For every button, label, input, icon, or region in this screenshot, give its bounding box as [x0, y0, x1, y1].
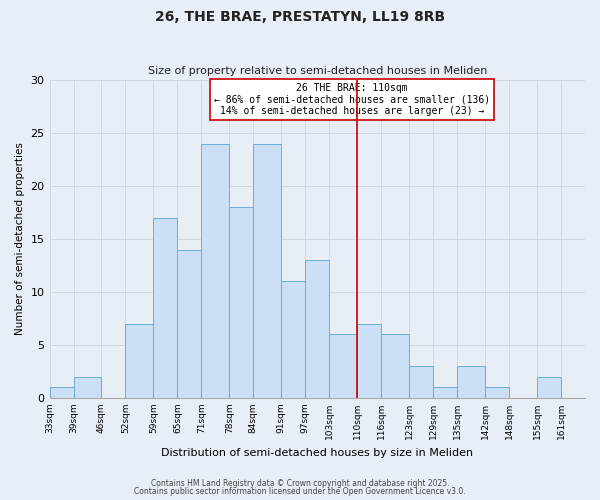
- Bar: [537, 376, 561, 398]
- Text: Contains public sector information licensed under the Open Government Licence v3: Contains public sector information licen…: [134, 487, 466, 496]
- Text: 26 THE BRAE: 110sqm
← 86% of semi-detached houses are smaller (136)
14% of semi-: 26 THE BRAE: 110sqm ← 86% of semi-detach…: [214, 83, 490, 116]
- Bar: [74, 376, 101, 398]
- Text: 26, THE BRAE, PRESTATYN, LL19 8RB: 26, THE BRAE, PRESTATYN, LL19 8RB: [155, 10, 445, 24]
- Y-axis label: Number of semi-detached properties: Number of semi-detached properties: [15, 142, 25, 336]
- Bar: [229, 207, 253, 398]
- Bar: [381, 334, 409, 398]
- Bar: [305, 260, 329, 398]
- Bar: [457, 366, 485, 398]
- Bar: [281, 282, 305, 398]
- Bar: [50, 388, 74, 398]
- Bar: [202, 144, 229, 398]
- Bar: [125, 324, 154, 398]
- Bar: [178, 250, 202, 398]
- Bar: [329, 334, 357, 398]
- Title: Size of property relative to semi-detached houses in Meliden: Size of property relative to semi-detach…: [148, 66, 487, 76]
- X-axis label: Distribution of semi-detached houses by size in Meliden: Distribution of semi-detached houses by …: [161, 448, 473, 458]
- Bar: [154, 218, 178, 398]
- Bar: [409, 366, 433, 398]
- Bar: [485, 388, 509, 398]
- Bar: [253, 144, 281, 398]
- Text: Contains HM Land Registry data © Crown copyright and database right 2025.: Contains HM Land Registry data © Crown c…: [151, 478, 449, 488]
- Bar: [357, 324, 381, 398]
- Bar: [433, 388, 457, 398]
